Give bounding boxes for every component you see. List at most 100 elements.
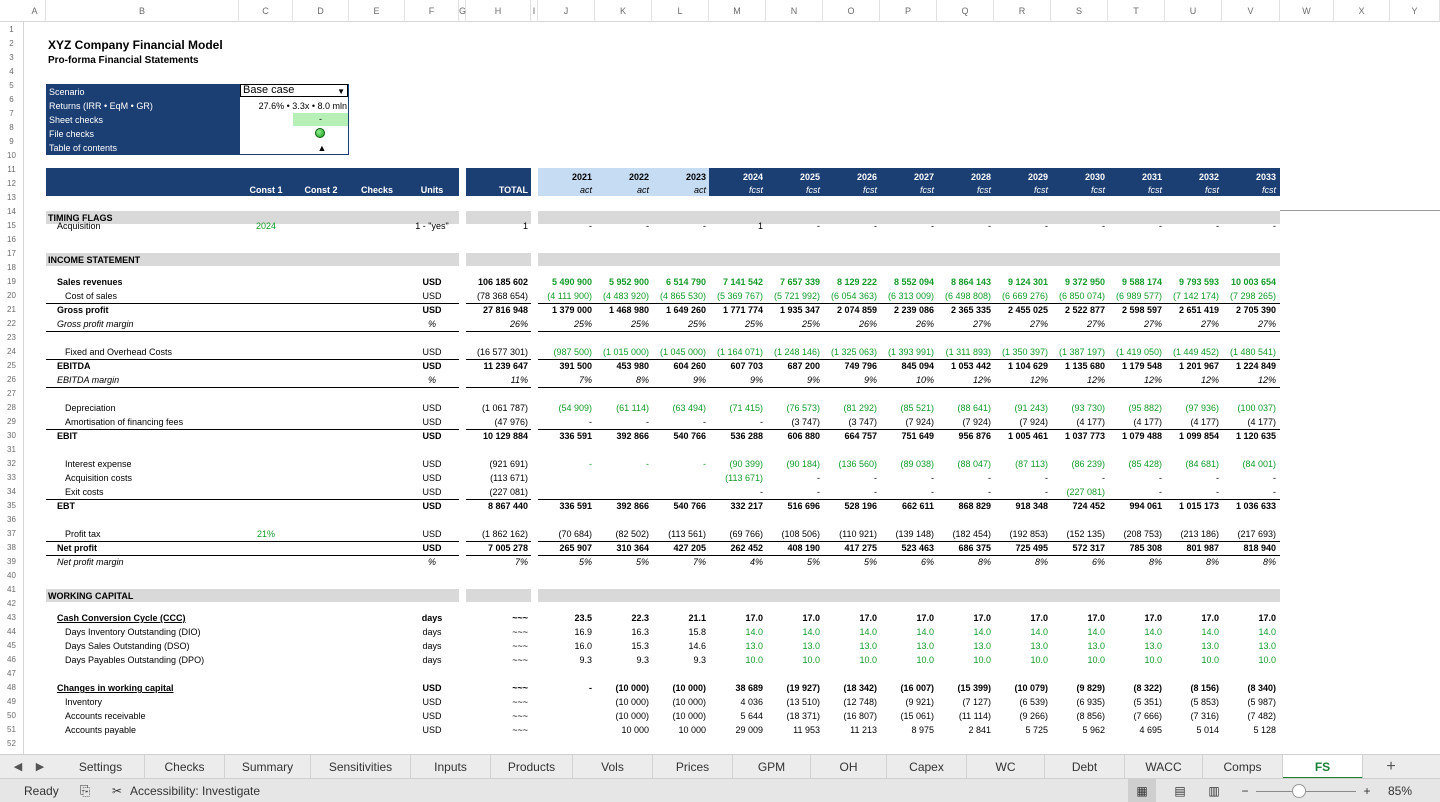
value-cell[interactable]: 1 771 774 bbox=[722, 305, 763, 315]
units-cell[interactable]: USD bbox=[422, 459, 442, 469]
value-cell[interactable]: 8% bbox=[1148, 557, 1162, 567]
value-cell[interactable]: (5 721 992) bbox=[773, 291, 820, 301]
column-header[interactable]: J bbox=[538, 0, 595, 22]
value-cell[interactable]: 10.0 bbox=[1258, 655, 1276, 665]
total-cell[interactable]: (921 691) bbox=[489, 459, 528, 469]
value-cell[interactable]: 12% bbox=[972, 375, 991, 385]
row-number[interactable]: 20 bbox=[7, 291, 16, 300]
value-cell[interactable]: 22.3 bbox=[631, 613, 649, 623]
value-cell[interactable]: 8 864 143 bbox=[950, 277, 991, 287]
value-cell[interactable]: (16 807) bbox=[843, 711, 877, 721]
value-cell[interactable]: 14.0 bbox=[802, 627, 820, 637]
value-cell[interactable]: - bbox=[874, 473, 877, 483]
value-cell[interactable]: 607 703 bbox=[730, 361, 763, 371]
value-cell[interactable]: - bbox=[1045, 221, 1048, 231]
value-cell[interactable]: - bbox=[646, 417, 649, 427]
value-cell[interactable]: 17.0 bbox=[916, 613, 934, 623]
value-cell[interactable]: - bbox=[874, 221, 877, 231]
value-cell[interactable]: 1 015 173 bbox=[1178, 501, 1219, 511]
units-cell[interactable]: USD bbox=[422, 543, 442, 553]
value-cell[interactable] bbox=[652, 485, 706, 499]
value-cell[interactable]: - bbox=[1159, 487, 1162, 497]
row-label[interactable]: Interest expense bbox=[65, 459, 132, 469]
value-cell[interactable]: (13 510) bbox=[786, 697, 820, 707]
total-cell[interactable]: 27 816 948 bbox=[482, 305, 528, 315]
value-cell[interactable] bbox=[538, 723, 592, 737]
total-cell[interactable]: (1 862 162) bbox=[481, 529, 528, 539]
column-header[interactable]: L bbox=[652, 0, 709, 22]
total-cell[interactable]: 10 129 884 bbox=[482, 431, 528, 441]
value-cell[interactable]: 1 079 488 bbox=[1121, 431, 1162, 441]
total-cell[interactable]: ~~~ bbox=[512, 683, 528, 693]
value-cell[interactable]: 336 591 bbox=[559, 501, 592, 511]
row-label[interactable]: Days Payables Outstanding (DPO) bbox=[65, 655, 205, 665]
value-cell[interactable]: (5 351) bbox=[1133, 697, 1162, 707]
column-header[interactable]: S bbox=[1051, 0, 1108, 22]
value-cell[interactable]: 17.0 bbox=[1144, 613, 1162, 623]
value-cell[interactable]: - bbox=[1216, 487, 1219, 497]
value-cell[interactable]: (1 393 991) bbox=[887, 347, 934, 357]
value-cell[interactable]: 15.8 bbox=[688, 627, 706, 637]
value-cell[interactable] bbox=[538, 485, 592, 499]
value-cell[interactable]: 9.3 bbox=[693, 655, 706, 665]
column-header[interactable]: G bbox=[459, 0, 466, 22]
units-cell[interactable]: USD bbox=[422, 487, 442, 497]
value-cell[interactable]: 417 275 bbox=[844, 543, 877, 553]
value-cell[interactable]: 7% bbox=[692, 557, 706, 567]
value-cell[interactable]: (1 350 397) bbox=[1001, 347, 1048, 357]
value-cell[interactable]: (86 239) bbox=[1071, 459, 1105, 469]
value-cell[interactable]: (217 693) bbox=[1237, 529, 1276, 539]
value-cell[interactable]: (16 007) bbox=[900, 683, 934, 693]
value-cell[interactable]: - bbox=[703, 221, 706, 231]
row-number[interactable]: 47 bbox=[7, 669, 16, 678]
value-cell[interactable]: (8 156) bbox=[1190, 683, 1219, 693]
total-cell[interactable]: ~~~ bbox=[512, 725, 528, 735]
total-cell[interactable]: (113 671) bbox=[490, 473, 528, 483]
value-cell[interactable]: 664 757 bbox=[844, 431, 877, 441]
value-cell[interactable]: (10 000) bbox=[615, 711, 649, 721]
value-cell[interactable]: 13.0 bbox=[1087, 641, 1105, 651]
value-cell[interactable]: 310 364 bbox=[616, 543, 649, 553]
value-cell[interactable]: 13.0 bbox=[1030, 641, 1048, 651]
value-cell[interactable]: (63 494) bbox=[672, 403, 706, 413]
total-cell[interactable]: (227 081) bbox=[489, 487, 528, 497]
value-cell[interactable]: 10 003 654 bbox=[1230, 277, 1276, 287]
value-cell[interactable]: (5 369 767) bbox=[716, 291, 763, 301]
units-cell[interactable]: USD bbox=[422, 529, 442, 539]
value-cell[interactable]: (136 560) bbox=[838, 459, 877, 469]
units-cell[interactable]: days bbox=[422, 655, 442, 665]
value-cell[interactable]: 8% bbox=[1262, 557, 1276, 567]
value-cell[interactable]: 2 841 bbox=[968, 725, 991, 735]
value-cell[interactable]: 5% bbox=[806, 557, 820, 567]
column-header[interactable]: C bbox=[239, 0, 293, 22]
value-cell[interactable]: (10 000) bbox=[615, 683, 649, 693]
value-cell[interactable]: (4 177) bbox=[1247, 417, 1276, 427]
value-cell[interactable]: 392 866 bbox=[616, 431, 649, 441]
accessibility-icon[interactable]: ✂ bbox=[112, 784, 123, 798]
value-cell[interactable]: (1 045 000) bbox=[659, 347, 706, 357]
row-number[interactable]: 8 bbox=[9, 123, 14, 132]
value-cell[interactable]: 2 651 419 bbox=[1178, 305, 1219, 315]
value-cell[interactable]: - bbox=[988, 221, 991, 231]
row-number[interactable]: 12 bbox=[7, 179, 16, 188]
total-cell[interactable]: ~~~ bbox=[512, 711, 528, 721]
value-cell[interactable]: - bbox=[817, 221, 820, 231]
value-cell[interactable]: 453 980 bbox=[616, 361, 649, 371]
value-cell[interactable]: - bbox=[931, 487, 934, 497]
tab-products[interactable]: Products bbox=[491, 755, 573, 779]
value-cell[interactable]: 16.9 bbox=[574, 627, 592, 637]
units-cell[interactable]: USD bbox=[422, 347, 442, 357]
units-cell[interactable]: USD bbox=[422, 417, 442, 427]
row-label[interactable]: Exit costs bbox=[65, 487, 104, 497]
value-cell[interactable]: 540 766 bbox=[673, 501, 706, 511]
value-cell[interactable]: 25% bbox=[630, 319, 649, 329]
value-cell[interactable]: 5 128 bbox=[1253, 725, 1276, 735]
total-cell[interactable]: ~~~ bbox=[512, 655, 528, 665]
value-cell[interactable]: 6% bbox=[920, 557, 934, 567]
value-cell[interactable] bbox=[652, 471, 706, 485]
value-cell[interactable]: 1 037 773 bbox=[1064, 431, 1105, 441]
units-cell[interactable]: USD bbox=[422, 305, 442, 315]
column-header[interactable]: B bbox=[46, 0, 239, 22]
value-cell[interactable]: 1 bbox=[757, 221, 763, 231]
zoom-out-icon[interactable]: − bbox=[1241, 784, 1249, 798]
